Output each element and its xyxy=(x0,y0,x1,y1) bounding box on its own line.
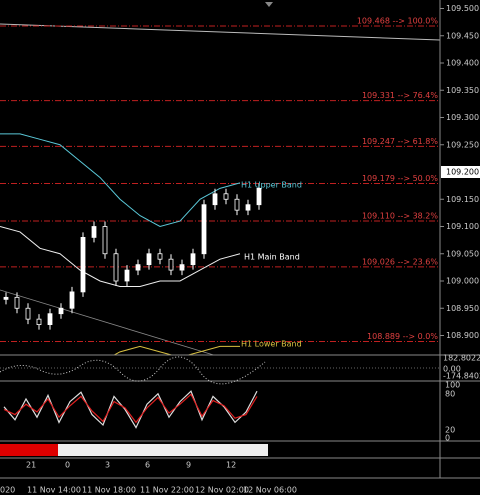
candle xyxy=(234,198,240,211)
candle xyxy=(58,307,64,315)
signal-line xyxy=(3,393,258,424)
candle xyxy=(201,204,207,255)
candle xyxy=(69,291,75,309)
fib-label: 109.026 --> 23.6% xyxy=(362,257,438,266)
hour-label: 0 xyxy=(65,461,70,470)
hour-label: 6 xyxy=(145,461,150,470)
candle xyxy=(36,318,42,325)
stoch-line xyxy=(3,390,258,429)
stoch-label: 80 xyxy=(445,390,455,399)
current-price: 109.200 xyxy=(446,168,479,177)
main-panel xyxy=(0,23,440,355)
price-label: 108.950 xyxy=(446,304,479,313)
candle xyxy=(168,258,174,271)
time-label: 11 Nov 22:00 xyxy=(140,486,194,495)
osc-label: 182.8022 xyxy=(443,354,480,363)
price-label: 108.900 xyxy=(446,331,479,340)
band-label: H1 Upper Band xyxy=(241,180,302,189)
candle xyxy=(212,193,218,206)
price-label: 109.450 xyxy=(446,31,479,40)
price-label: 109.400 xyxy=(446,59,479,68)
fib-label: 109.331 --> 76.4% xyxy=(362,91,438,100)
band-label: H1 Main Band xyxy=(244,252,300,261)
candle xyxy=(190,253,196,266)
osc-label: 0.00 xyxy=(443,365,461,374)
stoch-label: 100 xyxy=(445,381,460,390)
fib-label: 109.179 --> 50.0% xyxy=(362,174,438,183)
candle xyxy=(157,253,163,260)
stoch-label: 20 xyxy=(445,426,455,435)
price-label: 109.100 xyxy=(446,222,479,231)
hour-label: 21 xyxy=(26,461,36,470)
current-price-box xyxy=(441,166,480,178)
stoch-label: 0 xyxy=(445,434,450,443)
band-label: H1 Lower Band xyxy=(241,340,302,349)
price-label: 109.300 xyxy=(446,113,479,122)
hour-label: 9 xyxy=(186,461,191,470)
progress-white xyxy=(58,444,268,456)
candle xyxy=(91,226,97,238)
hour-label: 12 xyxy=(226,461,236,470)
fib-label: 109.110 --> 38.2% xyxy=(362,212,438,221)
time-label: 12 Nov 06:00 xyxy=(243,486,297,495)
time-label: 020 xyxy=(0,486,15,495)
fib-label: 109.468 --> 100.0% xyxy=(357,16,439,25)
candle xyxy=(80,236,86,293)
main-band xyxy=(0,226,241,287)
candle xyxy=(135,264,141,271)
trend-line xyxy=(0,289,215,355)
candle xyxy=(3,296,9,300)
time-label: 11 Nov 18:00 xyxy=(82,486,136,495)
candle xyxy=(102,226,108,255)
fib-label: 108.889 --> 0.0% xyxy=(367,332,438,341)
candle xyxy=(47,313,53,326)
hour-label: 3 xyxy=(105,461,110,470)
time-label: 11 Nov 14:00 xyxy=(27,486,81,495)
price-label: 109.050 xyxy=(446,249,479,258)
time-label: 12 Nov 02:00 xyxy=(195,486,249,495)
price-label: 109.350 xyxy=(446,86,479,95)
candle xyxy=(124,269,130,282)
candle xyxy=(245,204,251,211)
candle xyxy=(14,296,20,309)
upper-band xyxy=(0,133,241,228)
trend-line xyxy=(0,23,440,41)
candle xyxy=(179,264,185,271)
price-label: 109.500 xyxy=(446,4,479,13)
candle xyxy=(146,253,152,266)
candle xyxy=(256,187,262,206)
candle xyxy=(113,253,119,282)
price-label: 109.000 xyxy=(446,277,479,286)
fib-label: 109.247 --> 61.8% xyxy=(362,137,438,146)
progress-red xyxy=(0,444,58,456)
scroll-marker xyxy=(265,2,273,7)
osc-label: -174.8402 xyxy=(443,372,480,381)
candle xyxy=(223,193,229,200)
candle xyxy=(25,307,31,320)
lower-band xyxy=(113,345,240,355)
price-label: 109.150 xyxy=(446,195,479,204)
price-label: 109.250 xyxy=(446,140,479,149)
